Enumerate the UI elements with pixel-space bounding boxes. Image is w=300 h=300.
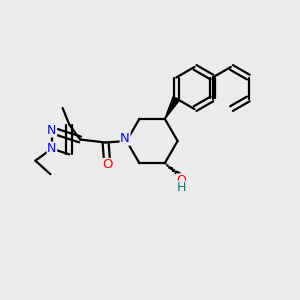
Text: O: O <box>176 174 186 187</box>
Polygon shape <box>165 97 179 119</box>
Text: N: N <box>47 124 57 137</box>
Text: N: N <box>120 132 130 145</box>
Text: H: H <box>177 181 186 194</box>
Text: O: O <box>102 158 112 172</box>
Text: N: N <box>47 142 57 155</box>
